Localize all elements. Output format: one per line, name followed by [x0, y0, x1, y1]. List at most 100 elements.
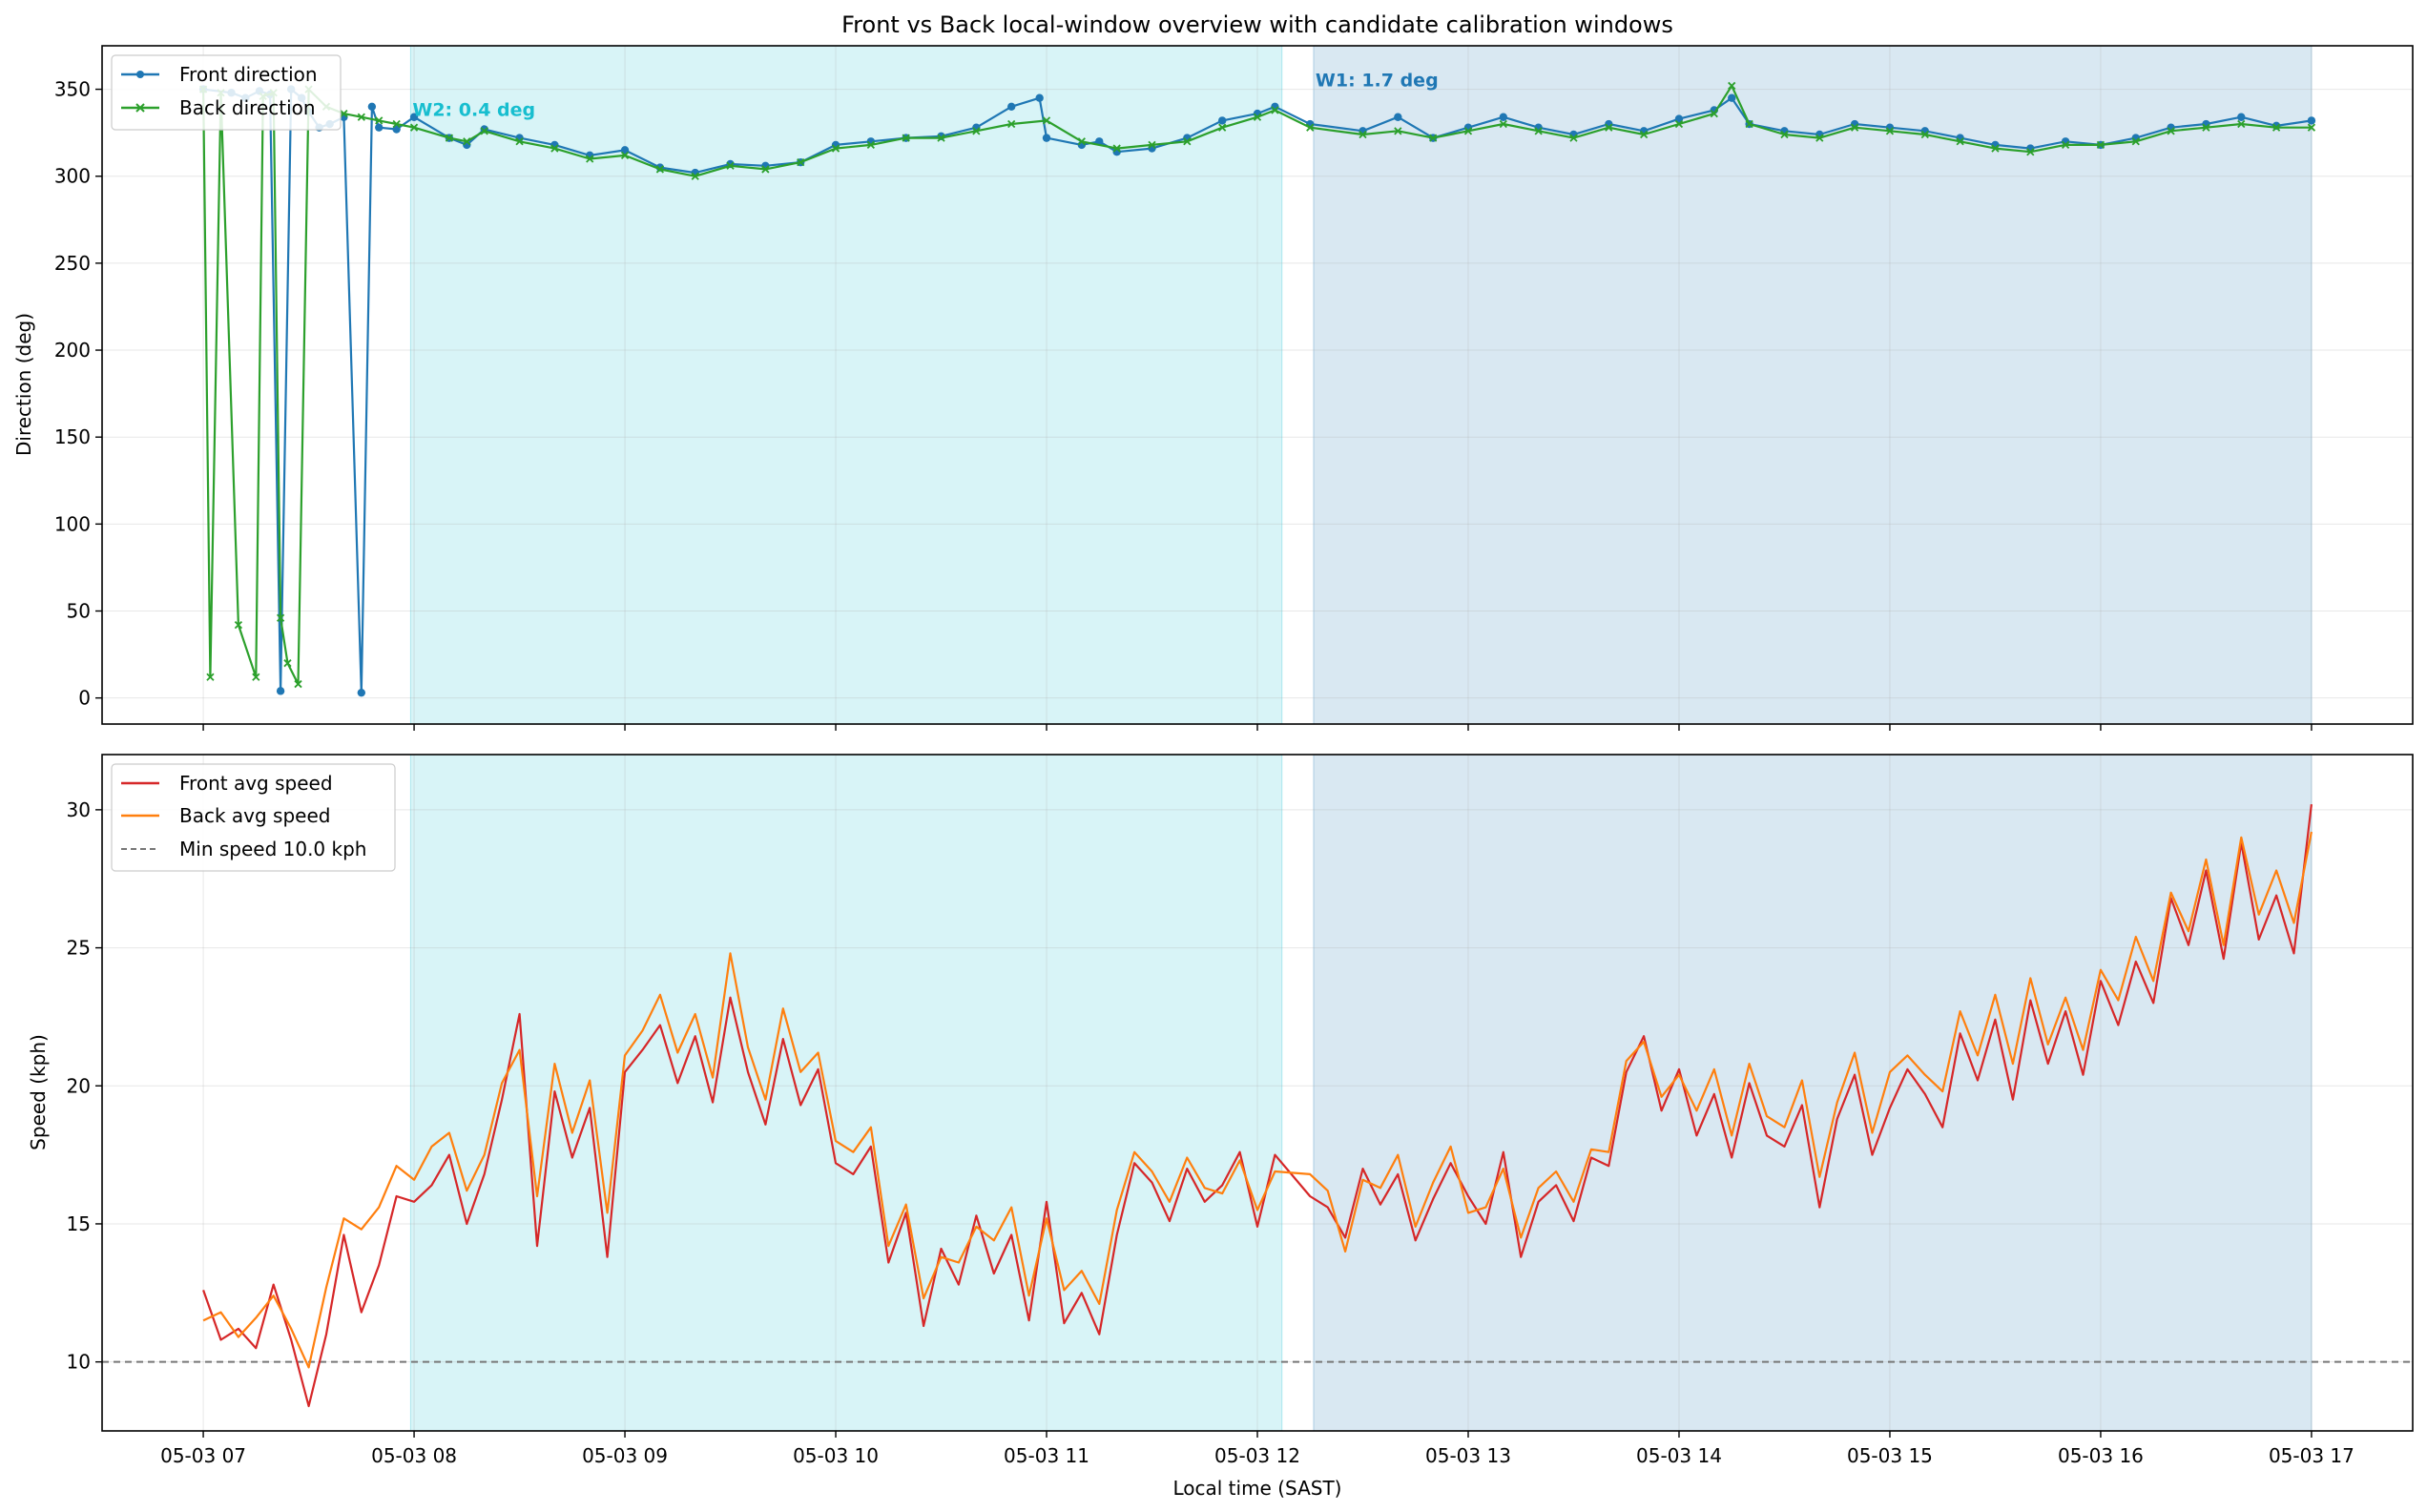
x-tick-label: 05-03 17	[2269, 1444, 2354, 1467]
y-tick-label: 0	[78, 687, 91, 710]
back-direction-point	[1394, 127, 1402, 135]
back-direction-point	[1253, 113, 1262, 121]
speed-legend-box	[111, 763, 396, 872]
legend-back-speed-label: Back avg speed	[179, 804, 330, 827]
chart-title: Front vs Back local-window overview with…	[841, 11, 1673, 38]
front-direction-point	[1095, 137, 1104, 146]
back-direction-point	[252, 673, 260, 681]
back-direction-point	[2202, 123, 2210, 132]
back-direction-point	[1359, 130, 1367, 139]
x-tick-label: 05-03 13	[1425, 1444, 1511, 1467]
front-avg-speed-line	[202, 803, 2313, 1408]
front-direction-point	[1035, 93, 1044, 102]
direction-window-labels: W2: 0.4 deg W1: 1.7 deg	[412, 70, 1438, 120]
back-direction-point	[1674, 119, 1684, 129]
speed-y-axis-label: Speed (kph)	[27, 1034, 50, 1150]
back-direction-point	[1569, 134, 1578, 142]
y-tick-label: 20	[67, 1074, 91, 1097]
direction-panel: 0 50 100 150 200 250 300 350 Direction (deg) W2…	[12, 45, 2414, 731]
back-direction-point	[206, 673, 215, 681]
back-direction-point	[620, 151, 630, 159]
front-direction-point	[367, 102, 377, 112]
front-direction-point	[1006, 102, 1016, 112]
back-avg-speed-line	[202, 831, 2313, 1369]
x-tick-label: 05-03 10	[793, 1444, 879, 1467]
back-direction-point	[866, 140, 875, 150]
front-direction-point	[1394, 113, 1402, 121]
front-direction-point	[276, 687, 285, 695]
back-direction-point	[1920, 130, 1929, 139]
speed-y-ticks: 10 15 20 25 30	[67, 798, 102, 1374]
back-direction-point	[2271, 123, 2281, 132]
front-direction-point	[1728, 93, 1736, 102]
front-direction-point	[357, 688, 366, 697]
back-direction-point	[1499, 119, 1507, 129]
back-direction-point	[1640, 130, 1649, 139]
back-direction-point	[1534, 127, 1543, 135]
y-tick-label: 200	[54, 339, 91, 362]
back-direction-point	[1218, 123, 1227, 132]
back-direction-point	[2131, 137, 2140, 146]
direction-legend: Front direction Back direction	[111, 54, 342, 131]
y-tick-label: 30	[67, 798, 91, 821]
back-direction-point	[831, 144, 840, 153]
back-direction-point	[463, 137, 471, 146]
direction-grid	[102, 46, 2413, 724]
front-direction-point	[1042, 134, 1051, 142]
x-tick-label: 05-03 12	[1214, 1444, 1300, 1467]
back-direction-point	[1042, 116, 1051, 125]
direction-x-ticks	[202, 724, 2313, 731]
back-direction-point	[340, 109, 348, 118]
back-direction-point	[972, 127, 981, 135]
back-direction-point	[1885, 127, 1895, 135]
back-direction-point	[234, 620, 243, 630]
back-direction-point	[797, 158, 805, 167]
back-direction-point	[1605, 123, 1613, 132]
window-label-2: W1: 1.7 deg	[1316, 70, 1439, 91]
back-direction-point	[550, 144, 559, 153]
y-tick-label: 300	[54, 165, 91, 188]
front-direction-point	[375, 123, 384, 132]
back-direction-point	[691, 172, 699, 180]
back-direction-point	[902, 134, 910, 142]
back-direction-point	[2026, 148, 2035, 156]
window-label-1: W2: 0.4 deg	[412, 99, 535, 120]
legend-min-speed-label: Min speed 10.0 kph	[179, 838, 366, 860]
back-direction-point	[276, 613, 285, 622]
back-direction-point	[761, 165, 770, 174]
front-direction-point	[2237, 113, 2246, 121]
back-direction-point	[2167, 127, 2175, 135]
x-tick-label: 05-03 09	[582, 1444, 668, 1467]
front-direction-point	[409, 113, 419, 121]
speed-x-ticks: 05-03 07 05-03 08 05-03 09 05-03 10 05-03 11…	[160, 1431, 2354, 1467]
back-direction-point	[1991, 144, 2000, 153]
back-direction-point	[586, 155, 594, 163]
back-direction-point	[375, 116, 384, 125]
y-tick-label: 250	[54, 252, 91, 275]
legend-front-direction-label: Front direction	[179, 63, 318, 86]
x-axis-label: Local time (SAST)	[1172, 1477, 1341, 1500]
back-direction-point	[1710, 109, 1718, 118]
calibration-window-2	[1313, 45, 2313, 725]
back-direction-point	[515, 137, 524, 146]
speed-series	[202, 803, 2313, 1408]
back-direction-point	[480, 127, 488, 135]
back-direction-point	[294, 679, 302, 689]
y-tick-label: 15	[67, 1212, 91, 1235]
direction-window-shades	[409, 45, 2313, 725]
direction-y-ticks: 0 50 100 150 200 250 300 350	[54, 78, 102, 710]
direction-y-axis-label: Direction (deg)	[12, 313, 35, 456]
back-direction-point	[726, 161, 735, 170]
back-direction-point	[392, 119, 401, 129]
front-direction-point	[1217, 116, 1227, 125]
back-direction-point	[655, 165, 665, 174]
y-tick-label: 25	[67, 937, 91, 960]
back-direction-point	[1077, 137, 1086, 146]
back-direction-point	[1815, 134, 1824, 142]
y-tick-label: 150	[54, 425, 91, 448]
back-direction-point	[357, 113, 365, 121]
back-direction-point	[283, 659, 292, 668]
y-tick-label: 50	[67, 600, 91, 623]
